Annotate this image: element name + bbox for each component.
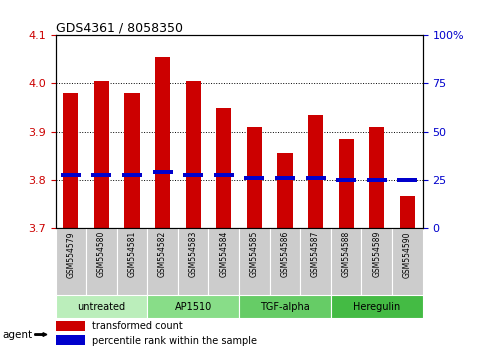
Bar [339, 139, 354, 228]
Bar [400, 196, 415, 228]
Bar [369, 127, 384, 228]
Bar [306, 176, 326, 179]
Text: GSM554580: GSM554580 [97, 231, 106, 278]
Bar [277, 153, 293, 228]
Bar [56, 228, 86, 295]
Bar [331, 295, 423, 318]
Bar [361, 228, 392, 295]
Bar [270, 228, 300, 295]
Text: GSM554581: GSM554581 [128, 231, 137, 277]
Text: Heregulin: Heregulin [353, 302, 400, 312]
Bar [56, 321, 85, 331]
Bar [122, 173, 142, 177]
Text: GDS4361 / 8058350: GDS4361 / 8058350 [56, 21, 183, 34]
Text: TGF-alpha: TGF-alpha [260, 302, 310, 312]
Bar [185, 81, 201, 228]
Text: GSM554588: GSM554588 [341, 231, 351, 277]
Bar [56, 295, 147, 318]
Text: GSM554586: GSM554586 [281, 231, 289, 278]
Bar [308, 115, 323, 228]
Text: untreated: untreated [77, 302, 126, 312]
Text: GSM554587: GSM554587 [311, 231, 320, 278]
Text: GSM554584: GSM554584 [219, 231, 228, 278]
Bar [336, 178, 356, 182]
Bar [153, 171, 172, 174]
Text: GSM554589: GSM554589 [372, 231, 381, 278]
Bar [183, 173, 203, 177]
Bar [247, 127, 262, 228]
Bar [392, 228, 423, 295]
Text: GSM554579: GSM554579 [66, 231, 75, 278]
Bar [86, 228, 117, 295]
Bar [61, 173, 81, 177]
Bar [398, 178, 417, 182]
Bar [155, 57, 170, 228]
Text: percentile rank within the sample: percentile rank within the sample [92, 336, 257, 346]
Bar [117, 228, 147, 295]
Bar [216, 108, 231, 228]
Bar [63, 93, 78, 228]
Text: AP1510: AP1510 [174, 302, 212, 312]
Bar [91, 173, 112, 177]
Bar [244, 176, 264, 179]
Bar [331, 228, 361, 295]
Text: agent: agent [2, 330, 32, 339]
Bar [178, 228, 209, 295]
Text: GSM554582: GSM554582 [158, 231, 167, 277]
Bar [214, 173, 234, 177]
Text: GSM554583: GSM554583 [189, 231, 198, 278]
Bar [147, 228, 178, 295]
Bar [209, 228, 239, 295]
Bar [239, 228, 270, 295]
Text: transformed count: transformed count [92, 321, 183, 331]
Bar [367, 178, 387, 182]
Bar [56, 335, 85, 346]
Bar [275, 176, 295, 179]
Bar [94, 81, 109, 228]
Bar [125, 93, 140, 228]
Bar [147, 295, 239, 318]
Bar [300, 228, 331, 295]
Text: GSM554590: GSM554590 [403, 231, 412, 278]
Text: GSM554585: GSM554585 [250, 231, 259, 278]
Bar [239, 295, 331, 318]
